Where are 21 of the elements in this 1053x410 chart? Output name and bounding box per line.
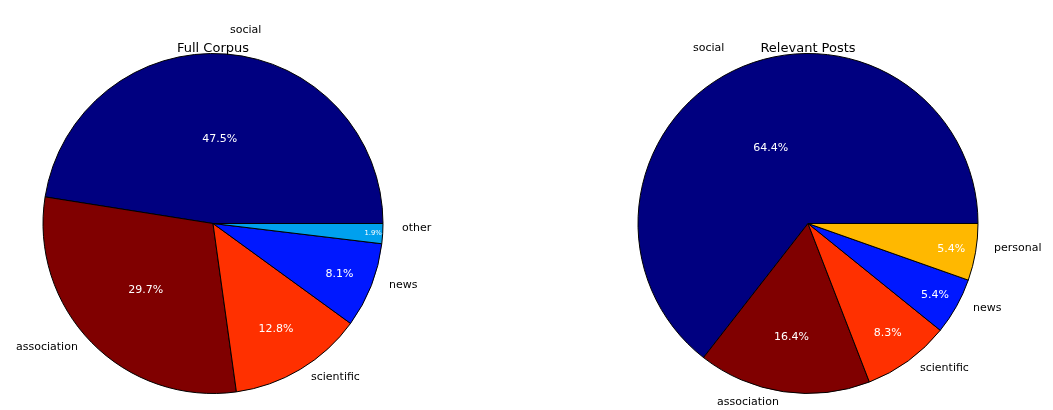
data-label: 64.4% [753, 140, 789, 154]
slice-label: association [717, 395, 779, 408]
data-label: 12.8% [258, 321, 294, 335]
chart-title: Relevant Posts [760, 39, 856, 55]
data-label: 5.4% [937, 241, 966, 255]
data-label: 8.3% [873, 326, 902, 340]
data-label: 8.1% [325, 266, 354, 280]
data-label: 16.4% [773, 329, 809, 343]
slice-label: scientific [311, 370, 360, 383]
text: Full Corpus [176, 39, 250, 55]
slice-label: social [230, 23, 262, 36]
slice-label: scientific [920, 361, 969, 374]
slice-label: news [389, 278, 418, 291]
data-label: 47.5% [202, 132, 238, 146]
slice-label: social [693, 41, 725, 54]
slice-label: association [16, 340, 78, 353]
data-label: 29.7% [128, 283, 164, 297]
slice-label: other [402, 221, 432, 234]
data-label: 5.4% [920, 287, 949, 301]
slice-label: personal [994, 241, 1042, 254]
slice-label: news [973, 301, 1002, 314]
